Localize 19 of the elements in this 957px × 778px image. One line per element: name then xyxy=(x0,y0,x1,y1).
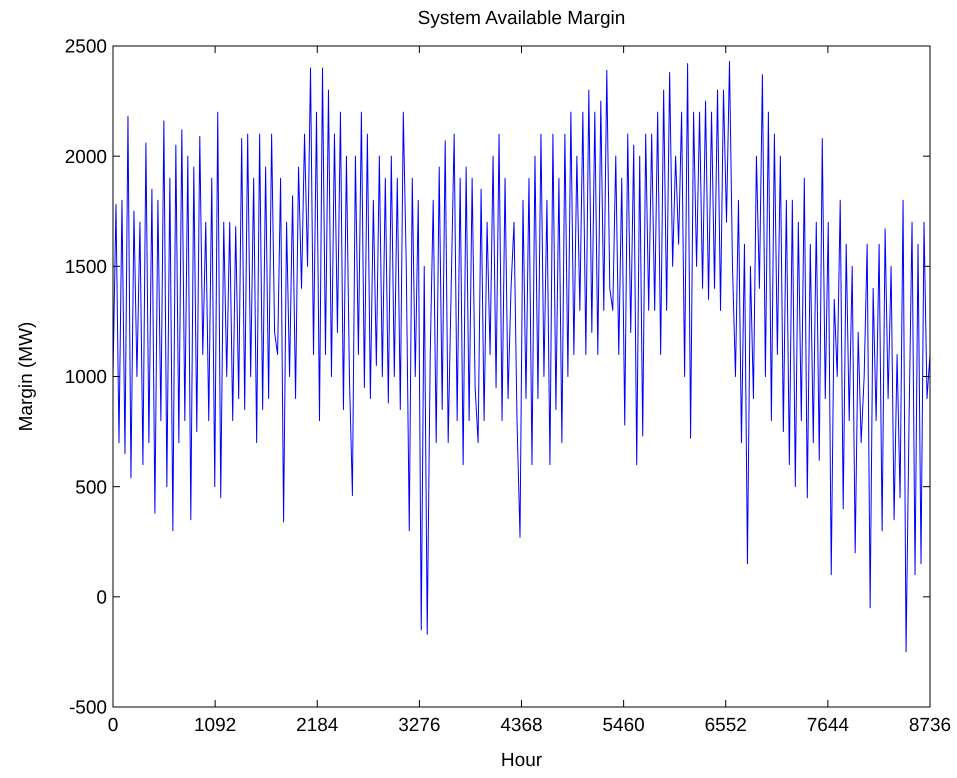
y-tick-label: 0 xyxy=(96,587,107,608)
y-axis-title: Margin (MW) xyxy=(16,322,37,432)
x-tick-label: 1092 xyxy=(194,715,236,736)
line-series xyxy=(113,60,930,652)
y-tick-label: 1000 xyxy=(64,367,107,388)
y-tick-label: -500 xyxy=(68,698,107,719)
x-tick-label: 5460 xyxy=(602,715,645,736)
chart-title: System Available Margin xyxy=(418,8,626,29)
x-tick-label: 8736 xyxy=(908,715,952,736)
y-tick-label: 2500 xyxy=(64,36,107,58)
y-tick-label: 1500 xyxy=(64,256,107,278)
x-tick-label: 6552 xyxy=(704,715,747,736)
x-tick-label: 4368 xyxy=(500,715,543,736)
x-tick-label: 7644 xyxy=(806,715,850,736)
x-axis-title: Hour xyxy=(500,750,543,771)
y-tick-label: 500 xyxy=(75,477,107,498)
x-tick-label: 3276 xyxy=(398,715,441,736)
y-tick-label: 2000 xyxy=(64,146,107,168)
x-tick-label: 2184 xyxy=(296,715,339,736)
